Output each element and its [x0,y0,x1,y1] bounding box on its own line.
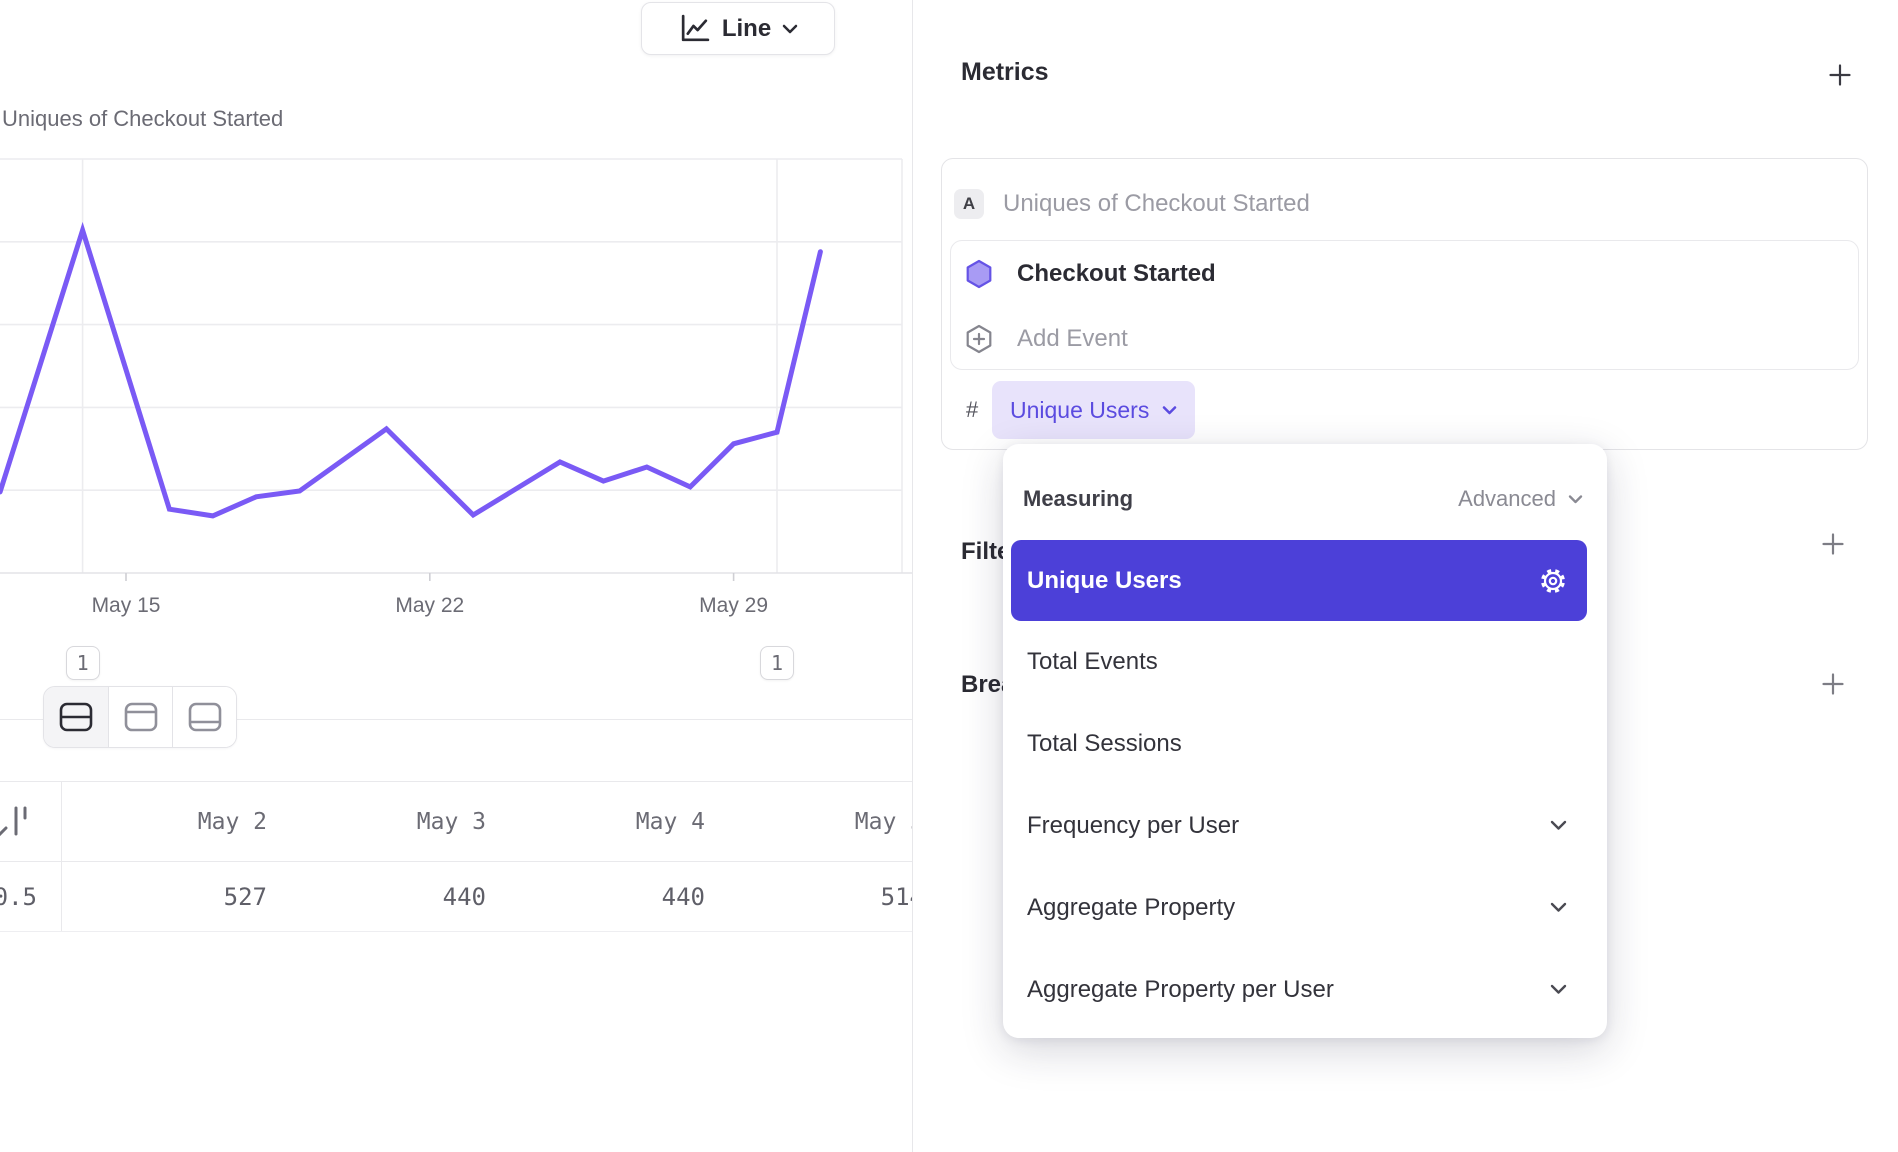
chevron-down-icon [782,24,798,34]
x-axis-tick-label: May 29 [699,594,769,617]
chart-section-divider [0,719,912,720]
metric-card: A Uniques of Checkout Started Checkout S… [941,158,1868,450]
table-cell: 514 [880,882,912,911]
table-column-header[interactable]: May 5 [854,808,912,835]
table-column-header[interactable]: May 2 [197,808,267,835]
chevron-down-icon [1568,494,1583,504]
dropdown-item-aggregate-property[interactable]: Aggregate Property [1011,867,1587,948]
add-breakdown-button[interactable] [1820,671,1846,697]
add-metric-button[interactable] [1827,62,1853,88]
add-event-hexagon-icon [964,324,994,354]
event-row-checkout-started[interactable]: Checkout Started [951,241,1858,306]
results-table: May 2 May 3 May 4 May 5 470.5 527 440 44… [0,781,912,932]
event-box: Checkout Started Add Event [950,240,1859,370]
sort-descending-icon [0,801,30,843]
chart-type-button[interactable]: Line [641,2,835,55]
top-panel-icon [123,701,159,733]
chevron-down-icon [1550,984,1567,995]
metrics-heading: Metrics [961,58,1049,86]
number-symbol: # [966,397,979,422]
dropdown-item-frequency-per-user[interactable]: Frequency per User [1011,785,1587,866]
layout-toggle-group [43,686,237,748]
annotation-marker[interactable]: 1 [65,646,100,680]
measurement-chip[interactable]: Unique Users [992,381,1196,439]
dropdown-item-label: Aggregate Property [1027,893,1236,921]
table-cell: 527 [223,882,267,911]
layout-toggle-split-view[interactable] [44,687,108,747]
advanced-mode-toggle[interactable]: Advanced [1458,486,1583,512]
event-hexagon-icon [964,259,994,289]
measurement-chip-label: Unique Users [1010,396,1150,423]
measuring-dropdown: Measuring Advanced Unique Users [1003,444,1607,1038]
layout-toggle-chart-only[interactable] [108,687,172,747]
add-event-label: Add Event [1017,324,1128,352]
dropdown-item-label: Unique Users [1027,566,1182,594]
query-builder-panel: Metrics A Uniques of Checkout Started Ch… [913,0,1898,1152]
bottom-panel-icon [187,701,223,733]
chart-type-label: Line [721,14,772,42]
chevron-down-icon [1550,820,1567,831]
chart-panel: Line Uniques of Checkout Started May 15 M… [0,0,913,1152]
metric-title-row: A Uniques of Checkout Started [954,189,1310,219]
table-column-header[interactable]: May 4 [635,808,705,835]
measuring-dropdown-header: Measuring Advanced [1023,484,1583,514]
advanced-label: Advanced [1458,486,1556,511]
add-event-row[interactable]: Add Event [951,306,1858,371]
table-sort-cell[interactable] [0,782,62,861]
chart-title: Uniques of Checkout Started [2,106,284,131]
table-column-header[interactable]: May 3 [416,808,486,835]
table-frozen-cell: 470.5 [0,862,62,931]
chevron-down-icon [1162,405,1177,415]
x-axis-tick-label: May 15 [91,594,161,617]
table-cell: 440 [442,882,486,911]
split-view-icon [58,701,94,733]
metric-letter-badge: A [954,189,984,219]
trend-line-chart [0,158,912,581]
dropdown-item-label: Total Events [1027,647,1158,675]
measuring-label: Measuring [1023,486,1134,511]
table-cell: 440 [661,882,705,911]
table-row: 470.5 527 440 440 514 [0,862,912,932]
dropdown-item-label: Total Sessions [1027,729,1182,757]
dropdown-item-label: Aggregate Property per User [1027,975,1334,1003]
add-filter-button[interactable] [1820,531,1846,557]
line-chart-icon [678,12,711,45]
dropdown-item-total-sessions[interactable]: Total Sessions [1011,703,1587,784]
table-header-row: May 2 May 3 May 4 May 5 [0,781,912,862]
dropdown-item-aggregate-property-per-user[interactable]: Aggregate Property per User [1011,949,1587,1030]
table-average-value: 470.5 [0,882,37,911]
metric-name-input[interactable]: Uniques of Checkout Started [1003,190,1310,217]
x-axis-tick-label: May 22 [395,594,465,617]
layout-toggle-table-only[interactable] [172,687,236,747]
annotation-marker[interactable]: 1 [760,646,794,680]
chevron-down-icon [1550,902,1567,913]
gear-icon[interactable] [1539,567,1567,595]
dropdown-item-total-events[interactable]: Total Events [1011,621,1587,702]
measurement-row: # Unique Users [966,381,1196,439]
dropdown-item-unique-users[interactable]: Unique Users [1011,540,1587,621]
dropdown-item-label: Frequency per User [1027,811,1240,839]
event-name: Checkout Started [1017,259,1216,287]
